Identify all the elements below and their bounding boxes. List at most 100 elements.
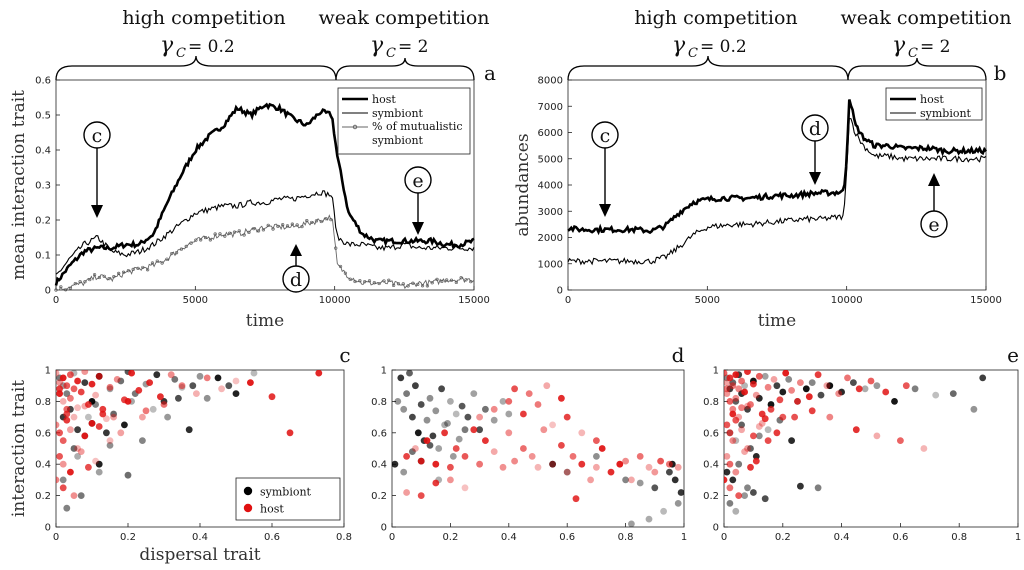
series-marker [232,230,237,234]
scatter-point-host [59,484,67,492]
series-marker [170,252,174,256]
scatter-point-symbiont [750,489,757,496]
scatter-point-host [587,476,594,484]
scatter-point-symbiont [432,407,440,415]
scatter-point-symbiont [171,376,179,383]
scatter-point-host [724,421,731,429]
series-marker [160,261,164,265]
scatter-point-host [511,457,518,465]
x-tick-label: 0.2 [120,532,136,543]
series-marker [459,276,463,280]
scatter-point-host [461,484,469,492]
scatter-point-symbiont [74,426,81,434]
series-marker [174,251,179,255]
scatter-point-symbiont [444,420,451,427]
y-tick-label: 6000 [538,128,563,139]
scatter-point-symbiont [414,429,422,437]
scatter-point-host [882,388,890,396]
legend: symbiont host [235,477,341,521]
scatter-point-host [773,429,781,437]
y-tick-label: 5000 [538,154,563,165]
legend-label: symbiont [372,134,424,147]
scatter-point-host [203,374,211,382]
scatter-point-symbiont [74,453,81,460]
arrowhead-e-a [412,222,424,235]
series-marker [203,235,208,240]
series-marker [271,227,275,231]
series-marker [92,273,97,277]
scatter-point-host [534,401,542,408]
scatter-point-host [729,437,737,444]
scatter-point-host [447,463,454,471]
scatter-point-symbiont [400,468,408,476]
scatter-point-symbiont [970,405,978,413]
plot-area [391,369,685,528]
series-marker [266,223,270,228]
scatter-point-symbiont [124,471,132,479]
scatter-point-host [447,476,454,484]
series-marker [213,232,217,236]
plot-area [723,369,1019,528]
scatter-point-symbiont [85,413,92,421]
scatter-point-host [726,429,734,437]
series-marker [68,286,73,290]
scatter-point-symbiont [441,421,448,429]
scatter-point-host [505,398,513,405]
x-tick-label: 0 [721,532,727,543]
panel-b-abundances: b 0 5000 10000 15000 0 1000 2000 3000 4000 5000 600… [513,61,1006,331]
scatter-point-host [729,410,737,418]
scatter-point-host [67,468,74,476]
series-marker [261,228,265,232]
scatter-point-symbiont [435,445,443,452]
series-line-host [54,102,475,286]
scatter-point-host [441,429,448,437]
scatter-point-host [782,370,790,377]
legend-label: host [372,93,396,106]
scatter-point-host [88,380,96,388]
scatter-point-symbiont [785,376,793,383]
scatter-point-host [805,393,813,401]
x-tick-label: 5000 [183,295,208,306]
gamma-symbol: γ [672,33,686,58]
legend-label: symbiont [920,107,972,120]
y-tick-label: 0.4 [371,460,387,471]
scatter-point-symbiont [891,398,898,405]
scatter-point-host [607,468,615,476]
scatter-point-host [752,457,760,465]
scatter-point-symbiont [735,460,743,468]
scatter-point-host [56,429,63,437]
scatter-point-host [645,463,653,471]
series-marker [396,282,401,286]
y-tick-label: 4000 [538,181,563,192]
scatter-point-host [826,413,834,421]
panel-a-mean-interaction: a 0 5000 10000 15000 0 0.1 0.2 0.3 0.4 0.5 0.6 time m… [9,61,496,331]
scatter-point-host [572,495,580,503]
series-marker [78,280,82,284]
x-tick-label: 0.2 [775,532,791,543]
series-marker [165,257,169,261]
series-marker [290,222,294,226]
scatter-point-host [74,404,81,412]
scatter-point-host [666,460,673,468]
x-tick-label: 0 [53,532,59,543]
series-marker [305,218,309,223]
scatter-point-host [738,426,745,434]
y-tick-label: 1 [381,366,387,377]
legend-swatch-host [243,503,253,513]
series-marker [338,264,343,269]
series-marker [189,241,193,245]
scatter-point-symbiont [755,394,763,402]
scatter-point-symbiont [949,390,957,397]
scatter-point-symbiont [452,410,460,418]
scatter-point-host [476,460,483,468]
scatter-point-host [729,405,737,413]
y-tick-label: 0 [45,286,51,297]
scatter-point-host [761,415,769,423]
scatter-point-symbiont [482,405,489,413]
scatter-point-host [520,445,527,452]
scatter-point-host [56,421,60,429]
scatter-point-host [63,382,71,390]
scatter-point-symbiont [397,374,405,382]
x-tick-label: 0.4 [834,532,850,543]
scatter-point-symbiont [423,416,431,424]
